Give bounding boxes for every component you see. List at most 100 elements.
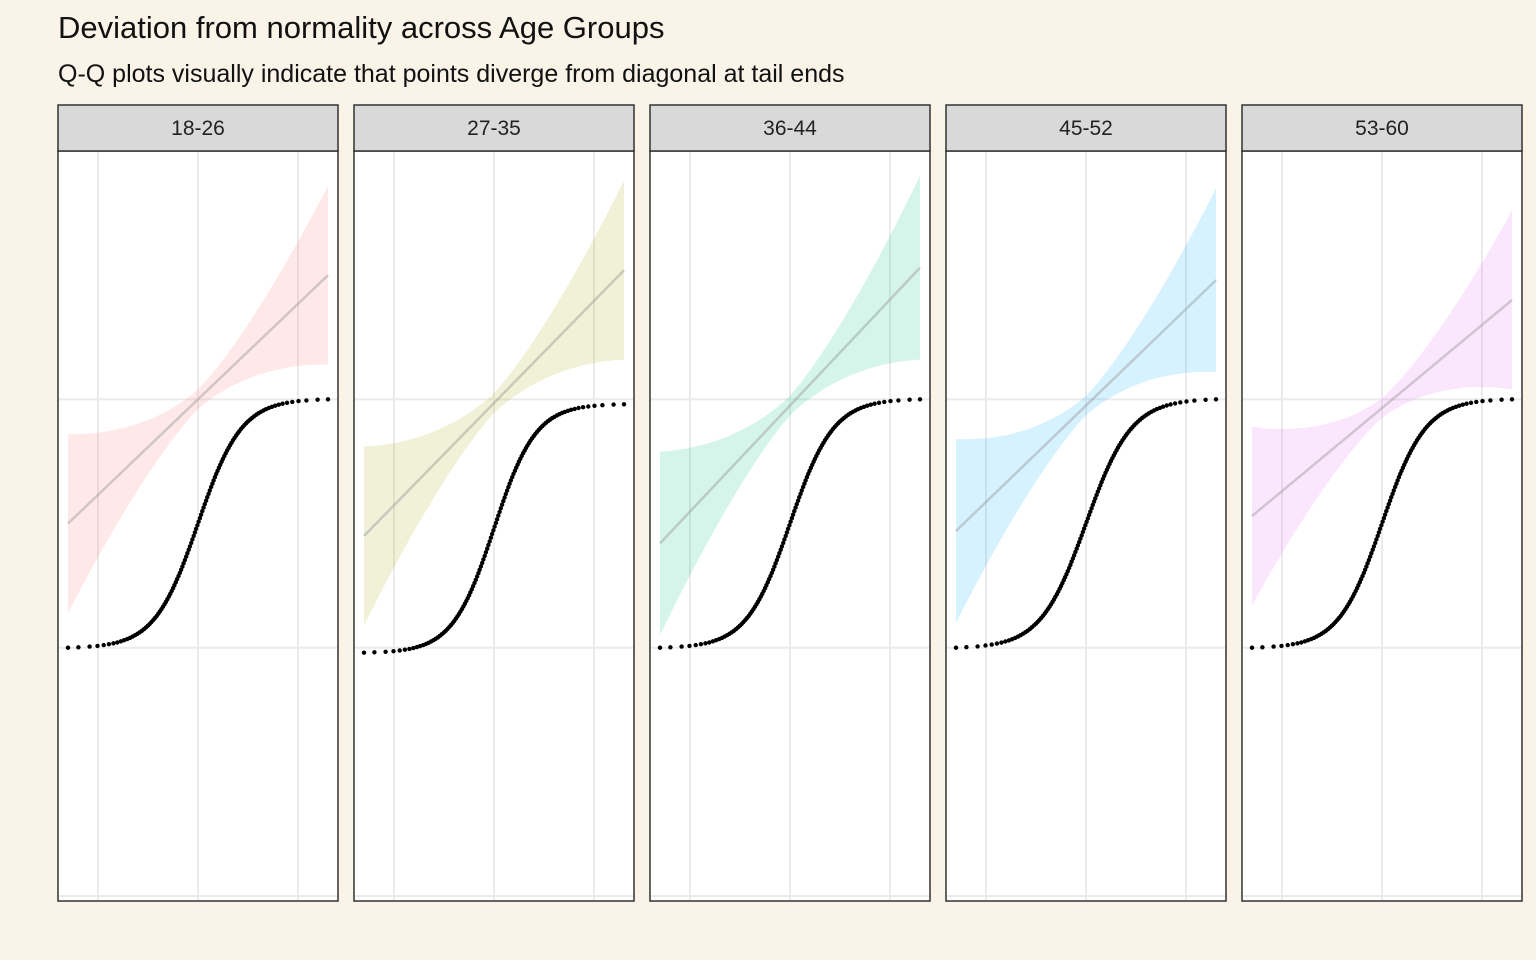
data-point (772, 564, 777, 569)
facet-label: 27-35 (467, 117, 521, 140)
data-point (1086, 512, 1092, 518)
data-point (195, 523, 200, 528)
data-point (707, 640, 712, 645)
data-point (272, 403, 278, 408)
data-point (483, 550, 489, 555)
reference-line (67, 274, 329, 525)
data-point (503, 491, 508, 497)
data-point (185, 551, 190, 556)
data-point (190, 537, 195, 542)
data-point (687, 643, 692, 649)
data-point (304, 398, 309, 403)
data-point (180, 564, 185, 569)
data-point (778, 547, 783, 552)
data-point (1093, 496, 1098, 501)
data-point (499, 502, 505, 507)
data-point (372, 650, 377, 655)
data-point (794, 501, 799, 507)
facet-label: 36-44 (763, 117, 817, 140)
data-point (1371, 544, 1377, 549)
data-point (504, 488, 510, 493)
data-point (779, 544, 785, 549)
data-point (784, 530, 790, 535)
data-point (1285, 642, 1290, 648)
data-point (1366, 557, 1372, 563)
data-point (896, 398, 901, 403)
data-point (868, 402, 873, 407)
data-point (208, 484, 214, 490)
data-point (1160, 404, 1166, 409)
data-point (474, 574, 480, 579)
data-point (497, 509, 502, 515)
data-point (773, 561, 778, 566)
data-point (611, 402, 616, 407)
data-point (198, 512, 204, 517)
data-point (1279, 643, 1284, 649)
data-point (507, 481, 512, 486)
data-point (1089, 506, 1094, 511)
data-point (87, 644, 92, 649)
data-point (202, 501, 207, 507)
data-point (568, 407, 574, 412)
data-point (1368, 554, 1373, 559)
data-point (1392, 484, 1398, 490)
data-point (1488, 398, 1493, 403)
data-point (480, 560, 485, 566)
data-point (206, 491, 211, 496)
data-point (580, 405, 586, 410)
data-point (1376, 530, 1382, 535)
data-point (76, 645, 81, 650)
data-point (478, 564, 484, 569)
data-point (181, 561, 186, 566)
data-point (799, 488, 804, 493)
data-point (572, 406, 577, 412)
data-point (800, 484, 806, 490)
data-point (785, 526, 791, 531)
data-point (106, 642, 112, 647)
data-point (774, 557, 780, 563)
data-point (315, 397, 320, 402)
data-point (797, 495, 802, 500)
data-point (325, 397, 331, 402)
data-point (1373, 540, 1378, 546)
data-point (182, 557, 188, 563)
facet-panel-27-35: 27-35 (353, 104, 635, 902)
data-point (284, 400, 290, 405)
data-point (481, 557, 486, 562)
data-point (473, 577, 478, 582)
data-point (1460, 402, 1465, 407)
data-point (482, 553, 487, 559)
data-point (1091, 499, 1097, 504)
data-point (383, 649, 388, 654)
data-point (1084, 519, 1089, 524)
data-point (917, 397, 923, 402)
data-point (793, 505, 798, 510)
data-point (1168, 402, 1173, 407)
data-point (888, 398, 893, 404)
data-point (1094, 492, 1099, 498)
data-point (964, 645, 969, 650)
data-point (485, 546, 490, 551)
data-point (111, 641, 116, 646)
data-point (1078, 536, 1083, 541)
data-point (501, 498, 506, 504)
data-point (489, 531, 495, 537)
reference-line (363, 269, 625, 537)
reference-line (659, 266, 921, 545)
reference-line (955, 279, 1217, 532)
data-point (1390, 491, 1395, 496)
data-point (1073, 549, 1078, 555)
data-point (397, 648, 402, 653)
data-point (207, 488, 212, 493)
data-point (1203, 397, 1208, 402)
data-point (187, 544, 193, 549)
data-point (1474, 399, 1479, 405)
facet-strip (945, 104, 1227, 152)
data-point (983, 643, 988, 648)
data-point (1384, 508, 1389, 514)
data-point (203, 498, 209, 503)
data-point (795, 498, 801, 503)
data-point (193, 526, 199, 531)
data-point (798, 491, 803, 496)
data-point (407, 646, 412, 652)
